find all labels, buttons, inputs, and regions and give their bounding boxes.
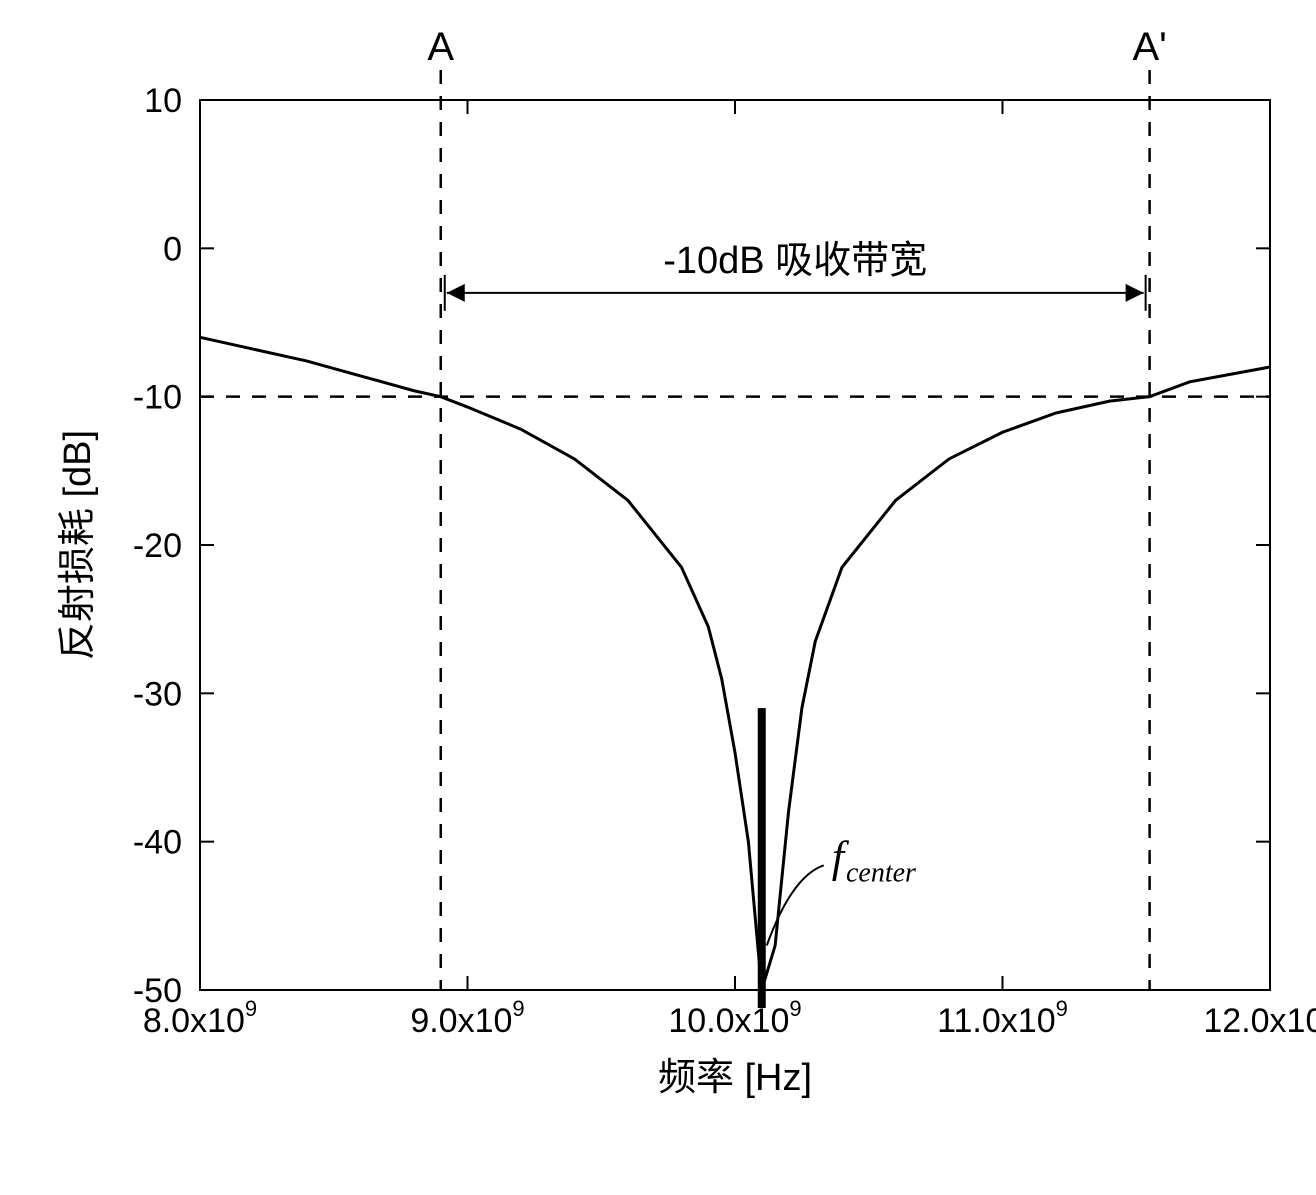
return-loss-chart: -50-40-30-20-100108.0x1099.0x10910.0x109…: [20, 20, 1316, 1175]
ytick-label: -30: [133, 675, 182, 713]
ytick-label: 10: [144, 82, 182, 120]
xtick-label: 11.0x109: [937, 996, 1068, 1040]
ytick-label: 0: [163, 230, 182, 268]
ytick-label: -40: [133, 824, 182, 862]
fcenter-label: fcenter: [832, 832, 916, 888]
vline-top-label: A': [1132, 25, 1166, 69]
xtick-label: 12.0x109: [1203, 996, 1316, 1040]
xtick-label: 10.0x109: [668, 996, 801, 1040]
x-axis-label: 频率 [Hz]: [658, 1057, 812, 1099]
vline-top-label: A: [427, 25, 454, 69]
bandwidth-label: -10dB 吸收带宽: [663, 240, 927, 282]
ytick-label: -10: [133, 379, 182, 417]
chart-container: -50-40-30-20-100108.0x1099.0x10910.0x109…: [20, 20, 1316, 1175]
y-axis-label: 反射损耗 [dB]: [57, 430, 99, 660]
return-loss-curve: [200, 337, 1270, 990]
xtick-label: 8.0x109: [143, 996, 257, 1040]
xtick-label: 9.0x109: [410, 996, 524, 1040]
ytick-label: -20: [133, 527, 182, 565]
